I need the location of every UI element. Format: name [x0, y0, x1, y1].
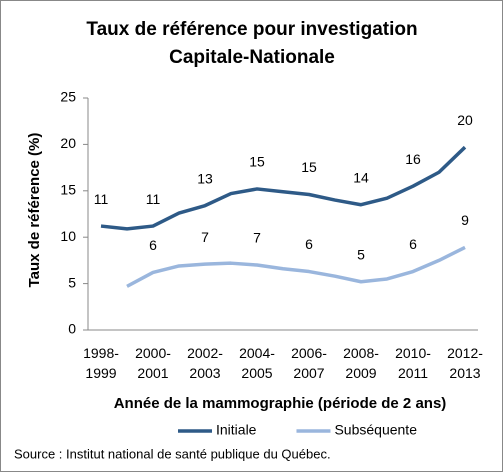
data-label: 6: [409, 236, 417, 252]
x-tick-label: 1998-1999: [83, 345, 119, 381]
data-label: 20: [457, 112, 473, 128]
data-label: 15: [249, 154, 265, 170]
y-tick-label: 15: [60, 182, 76, 198]
series-line: [100, 145, 467, 231]
data-label: 16: [405, 151, 421, 167]
data-label: 15: [301, 159, 317, 175]
x-tick-label: 2002-2003: [187, 345, 223, 381]
chart-subtitle: Capitale-Nationale: [169, 47, 335, 68]
x-tick-label: 2006-2007: [291, 345, 327, 381]
y-tick-label: 5: [68, 274, 76, 290]
y-tick-label: 20: [60, 135, 76, 151]
x-tick-label: 2010-2011: [395, 345, 431, 381]
data-label: 6: [305, 236, 313, 252]
data-label: 5: [357, 246, 365, 262]
data-label: 11: [146, 191, 161, 207]
chart-title: Taux de référence pour investigation: [86, 19, 417, 40]
y-tick-label: 0: [68, 321, 76, 337]
x-tick-label: 2004-2005: [239, 345, 275, 381]
legend-label: Subséquente: [334, 422, 417, 438]
y-tick-label: 25: [60, 89, 76, 105]
data-label: 13: [197, 170, 213, 186]
y-tick-label: 10: [60, 228, 76, 244]
data-label: 11: [94, 191, 109, 207]
data-label: 14: [353, 169, 369, 185]
legend-label: Initiale: [216, 422, 257, 438]
x-tick-label: 2008-2009: [343, 345, 379, 381]
series-line: [126, 245, 466, 288]
data-label: 6: [149, 237, 157, 253]
y-axis-title: Taux de référence (%): [26, 133, 43, 288]
source-note: Source : Institut national de santé publ…: [14, 446, 331, 461]
data-label: 9: [461, 212, 469, 228]
data-label: 7: [253, 230, 261, 246]
data-label: 7: [201, 229, 209, 245]
x-tick-label: 2000-2001: [135, 345, 171, 381]
x-axis-title: Année de la mammographie (période de 2 a…: [114, 395, 447, 412]
x-tick-label: 2012-2013: [447, 345, 483, 381]
